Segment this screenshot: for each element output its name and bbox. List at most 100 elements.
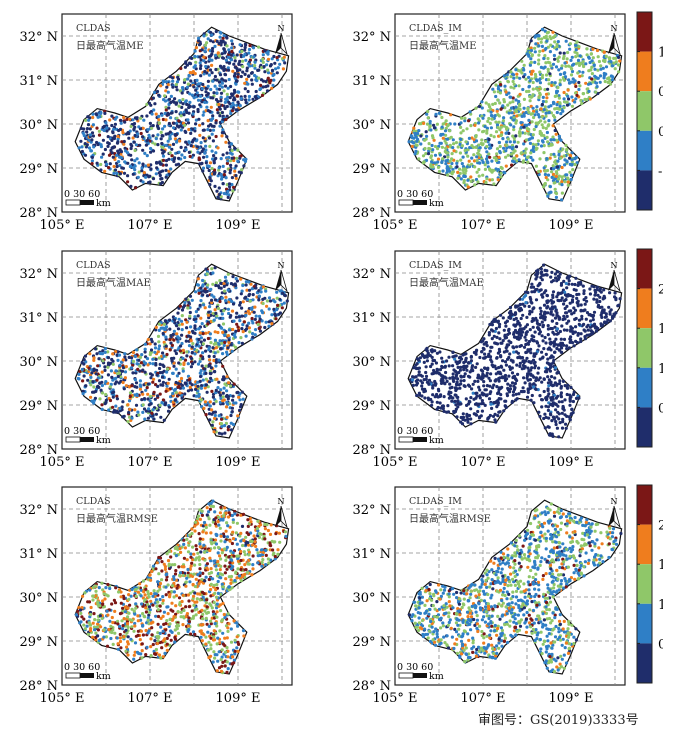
station-dot: [198, 103, 202, 107]
station-dot: [193, 315, 197, 319]
station-dot: [555, 103, 559, 107]
station-dot: [239, 97, 243, 101]
station-dot: [212, 358, 216, 363]
station-dot: [450, 172, 454, 176]
station-dot: [201, 357, 205, 361]
station-dot: [432, 358, 437, 363]
station-dot: [146, 382, 150, 386]
station-dot: [215, 377, 219, 381]
station-dot: [530, 282, 534, 286]
station-dot: [544, 341, 548, 345]
station-dot: [240, 327, 244, 331]
station-dot: [160, 375, 165, 379]
station-dot: [222, 47, 226, 52]
station-dot: [562, 343, 566, 347]
station-dot: [249, 71, 254, 75]
station-dot: [90, 159, 94, 163]
station-dot: [141, 148, 145, 152]
station-dot: [219, 422, 224, 426]
station-dot: [115, 153, 119, 157]
station-dot: [243, 42, 247, 46]
station-dot: [579, 332, 583, 336]
station-dot: [194, 118, 198, 122]
station-dot: [148, 136, 152, 140]
station-dot: [89, 375, 93, 379]
station-dot: [570, 158, 574, 162]
station-dot: [574, 325, 578, 329]
station-dot: [91, 112, 95, 116]
station-dot: [79, 139, 83, 143]
station-dot: [180, 333, 184, 337]
station-dot: [540, 278, 544, 282]
station-dot: [236, 325, 240, 329]
station-dot: [548, 190, 553, 194]
station-dot: [506, 153, 510, 157]
station-dot: [542, 166, 546, 170]
station-dot: [129, 124, 133, 129]
station-dot: [602, 71, 606, 76]
station-dot: [233, 169, 237, 173]
north-arrow-icon: [608, 33, 614, 54]
station-dot: [557, 400, 561, 404]
station-dot: [172, 159, 176, 163]
station-dot: [206, 119, 210, 123]
station-dot: [538, 157, 542, 161]
station-dot: [542, 185, 546, 189]
station-dot: [514, 350, 518, 354]
station-dot: [176, 340, 180, 344]
station-dot: [611, 314, 615, 319]
station-dot: [499, 175, 503, 179]
station-dot: [245, 77, 249, 81]
station-dot: [165, 113, 169, 117]
station-dot: [197, 337, 201, 342]
lat-tick-label: 28° N: [19, 443, 58, 458]
station-dot: [451, 138, 455, 142]
north-label: N: [278, 261, 285, 270]
station-dot: [208, 400, 212, 404]
station-dot: [204, 331, 208, 335]
station-dot: [225, 92, 229, 96]
station-dot: [515, 75, 519, 79]
station-dot: [229, 428, 234, 432]
station-dot: [234, 329, 238, 333]
station-dot: [233, 59, 237, 63]
station-dot: [103, 368, 107, 372]
station-dot: [176, 311, 180, 315]
station-dot: [564, 422, 568, 426]
station-dot: [161, 154, 166, 158]
station-dot: [199, 141, 203, 145]
station-dot: [570, 163, 574, 167]
station-dot: [151, 134, 155, 138]
station-dot: [485, 157, 489, 161]
station-dot: [534, 164, 538, 168]
station-dot: [215, 314, 219, 318]
station-dot: [133, 385, 137, 389]
station-dot: [216, 350, 220, 354]
station-dot: [454, 403, 458, 407]
station-dot: [203, 43, 207, 47]
station-dot: [184, 318, 188, 322]
station-dot: [553, 128, 557, 133]
station-dot: [553, 115, 557, 119]
station-dot: [187, 150, 191, 154]
station-dot: [152, 390, 156, 394]
station-dot: [514, 305, 518, 309]
station-dot: [281, 291, 285, 295]
station-dot: [202, 72, 206, 76]
station-dot: [572, 80, 576, 84]
station-dot: [275, 308, 279, 312]
station-dot: [116, 134, 120, 138]
station-dot: [517, 158, 521, 162]
station-dot: [203, 367, 207, 371]
station-dot: [150, 411, 154, 415]
station-dot: [530, 69, 534, 74]
station-dot: [207, 412, 212, 416]
station-dot: [507, 131, 511, 135]
station-dot: [554, 174, 558, 178]
station-dot: [158, 362, 162, 366]
station-dot: [543, 105, 547, 109]
station-dot: [222, 398, 226, 402]
station-dot: [77, 372, 81, 376]
station-dot: [142, 407, 147, 411]
